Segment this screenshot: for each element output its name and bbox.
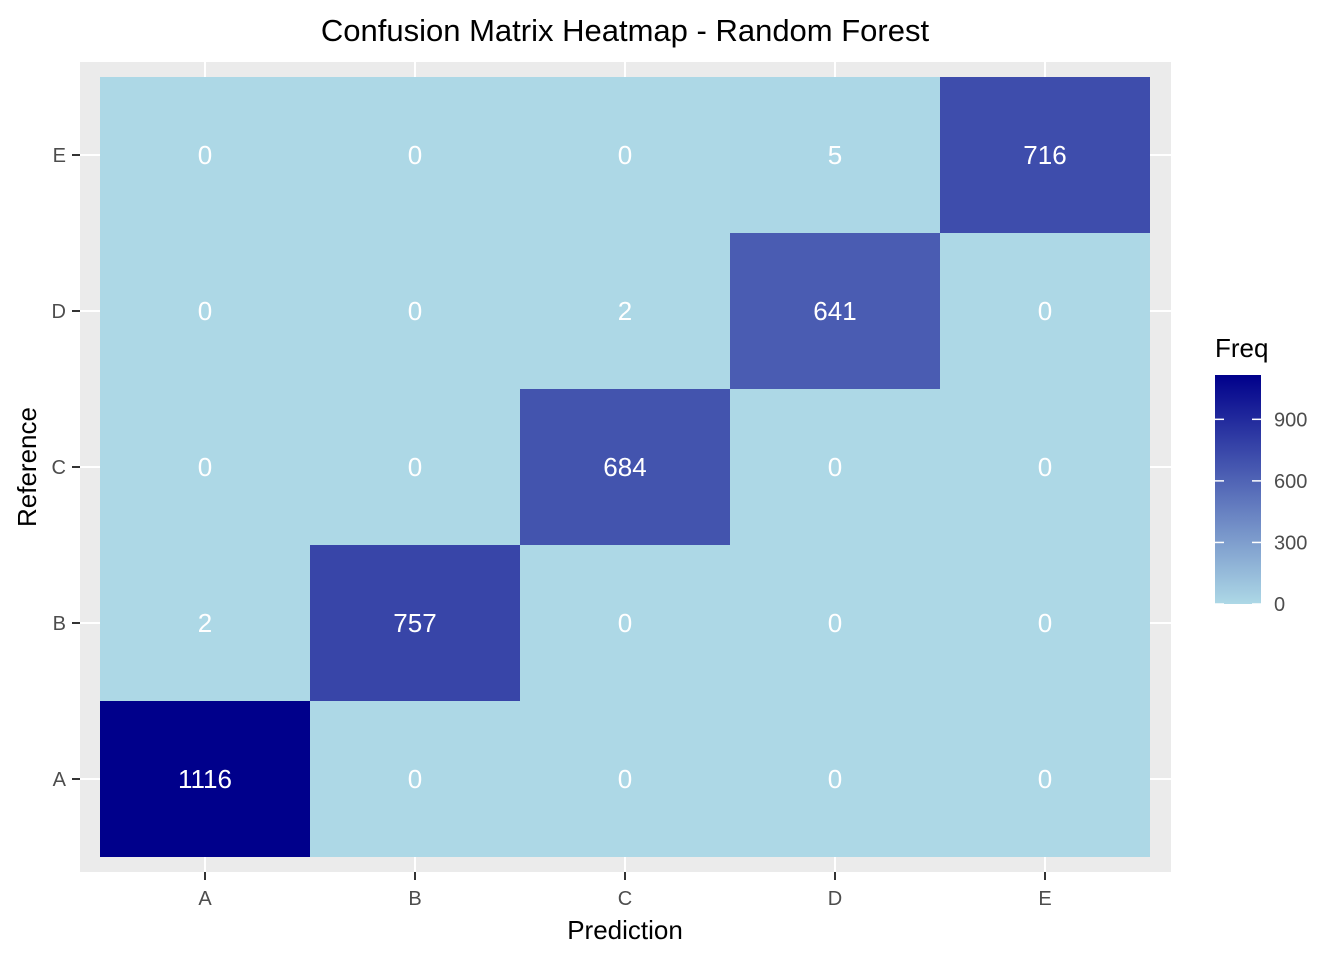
cell-value-E-C: 0	[618, 140, 632, 170]
cell-value-D-A: 0	[198, 296, 212, 326]
cell-value-C-A: 0	[198, 452, 212, 482]
cell-value-A-C: 0	[618, 764, 632, 794]
y-tick-label-E: E	[53, 145, 66, 167]
cell-value-D-D: 641	[813, 296, 856, 326]
legend-ticks: 0 300 600 900	[1215, 409, 1307, 616]
y-axis-title: Reference	[12, 407, 42, 527]
x-tick-label-E: E	[1038, 888, 1051, 910]
cell-B-E	[940, 545, 1150, 701]
cell-value-C-B: 0	[408, 452, 422, 482]
chart-title: Confusion Matrix Heatmap - Random Forest	[321, 13, 930, 48]
cell-C-D	[730, 389, 940, 545]
legend: Freq 0 300 600 900	[1215, 333, 1307, 616]
x-tick-label-C: C	[618, 888, 632, 910]
cell-value-C-C: 684	[603, 452, 646, 482]
cell-A-B	[310, 701, 520, 857]
x-tick-label-B: B	[408, 888, 421, 910]
cell-value-E-B: 0	[408, 140, 422, 170]
cell-A-E	[940, 701, 1150, 857]
legend-label-900: 900	[1274, 409, 1307, 431]
heatmap-cells	[100, 77, 1150, 857]
cell-E-D	[730, 77, 940, 233]
cell-value-D-B: 0	[408, 296, 422, 326]
cell-C-E	[940, 389, 1150, 545]
cell-value-C-D: 0	[828, 452, 842, 482]
cell-D-E	[940, 233, 1150, 389]
cell-B-A	[100, 545, 310, 701]
y-tick-label-A: A	[53, 769, 67, 791]
cell-value-A-B: 0	[408, 764, 422, 794]
cell-value-A-E: 0	[1038, 764, 1052, 794]
cell-C-C	[520, 389, 730, 545]
cell-B-C	[520, 545, 730, 701]
cell-E-B	[310, 77, 520, 233]
cell-A-C	[520, 701, 730, 857]
cell-value-E-A: 0	[198, 140, 212, 170]
cell-value-labels: 1116 0 0 0 0 2 757 0 0 0 0 0 684 0 0 0 0 2 641 0 0 0 0 5 716	[178, 140, 1067, 794]
cell-E-C	[520, 77, 730, 233]
cell-B-B	[310, 545, 520, 701]
cell-B-D	[730, 545, 940, 701]
cell-A-D	[730, 701, 940, 857]
legend-label-600: 600	[1274, 471, 1307, 493]
legend-label-300: 300	[1274, 532, 1307, 554]
cell-value-E-D: 5	[828, 140, 842, 170]
x-tick-label-A: A	[198, 888, 212, 910]
legend-label-0: 0	[1274, 594, 1285, 616]
cell-D-A	[100, 233, 310, 389]
legend-colorbar	[1215, 375, 1261, 604]
cell-value-D-C: 2	[618, 296, 632, 326]
cell-E-E	[940, 77, 1150, 233]
cell-D-D	[730, 233, 940, 389]
cell-value-B-B: 757	[393, 608, 436, 638]
y-tick-label-B: B	[53, 613, 66, 635]
cell-value-A-D: 0	[828, 764, 842, 794]
cell-value-B-A: 2	[198, 608, 212, 638]
cell-E-A	[100, 77, 310, 233]
y-tick-label-D: D	[52, 301, 66, 323]
cell-C-A	[100, 389, 310, 545]
cell-value-B-D: 0	[828, 608, 842, 638]
x-tick-label-D: D	[828, 888, 842, 910]
cell-value-A-A: 1116	[178, 764, 232, 794]
cell-value-B-E: 0	[1038, 608, 1052, 638]
y-tick-label-C: C	[52, 457, 66, 479]
cell-A-A	[100, 701, 310, 857]
legend-title: Freq	[1215, 333, 1268, 363]
cell-value-D-E: 0	[1038, 296, 1052, 326]
y-axis: A B C D E	[52, 145, 80, 791]
cell-value-C-E: 0	[1038, 452, 1052, 482]
x-axis: A B C D E	[198, 872, 1052, 910]
cell-D-B	[310, 233, 520, 389]
x-axis-title: Prediction	[567, 915, 683, 945]
cell-value-E-E: 716	[1023, 140, 1066, 170]
cell-C-B	[310, 389, 520, 545]
cell-value-B-C: 0	[618, 608, 632, 638]
cell-D-C	[520, 233, 730, 389]
